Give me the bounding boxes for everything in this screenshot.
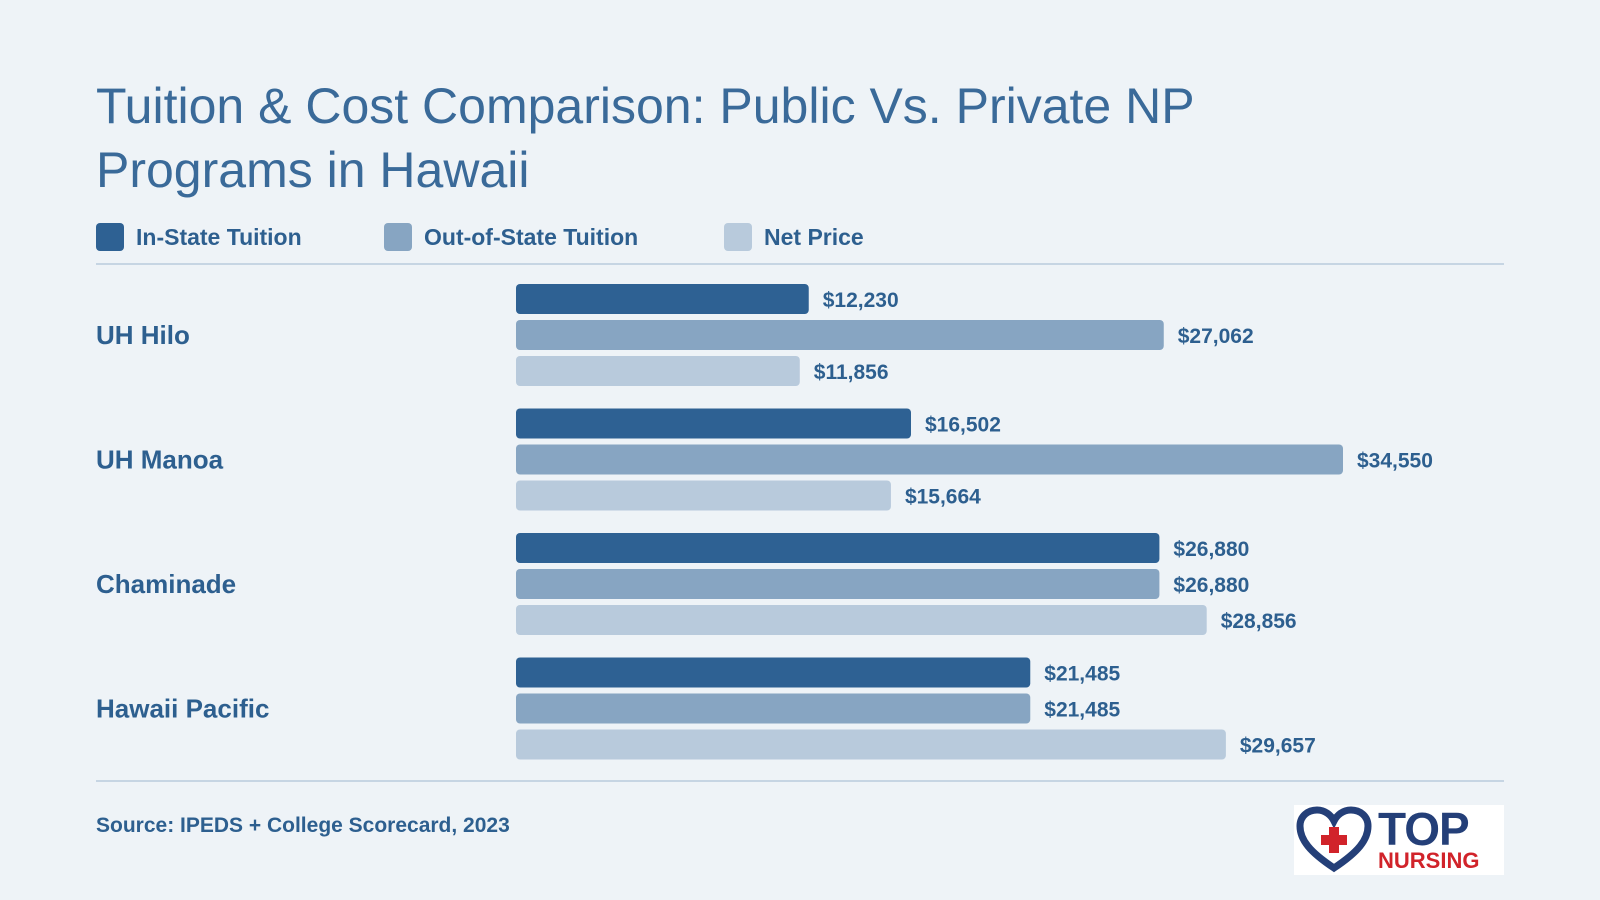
bar-uh-manoa-net-price [516, 480, 891, 511]
category-label-uh-hilo: UH Hilo [96, 320, 190, 350]
data-label-uh-hilo-in-state: $12,230 [823, 289, 899, 312]
data-label-hawaii-pacific-net-price: $29,657 [1240, 735, 1316, 758]
top-nursing-logo: TOP NURSING [1294, 805, 1504, 875]
category-label-chaminade: Chaminade [96, 569, 236, 599]
category-label-hawaii-pacific: Hawaii Pacific [96, 694, 269, 724]
bar-uh-hilo-out-of-state [516, 320, 1164, 350]
legend-item-in-state: In-State Tuition [96, 223, 384, 251]
bar-uh-manoa-out-of-state [516, 444, 1343, 475]
bar-uh-hilo-net-price [516, 356, 800, 386]
bar-uh-hilo-in-state [516, 284, 809, 314]
data-label-uh-hilo-out-of-state: $27,062 [1178, 325, 1254, 348]
bar-chaminade-out-of-state [516, 569, 1160, 599]
logo-word-top: TOP [1378, 803, 1470, 855]
bar-chaminade-in-state [516, 533, 1160, 563]
data-label-hawaii-pacific-in-state: $21,485 [1044, 663, 1120, 686]
legend-item-net-price: Net Price [724, 223, 864, 251]
legend-label-out-of-state: Out-of-State Tuition [424, 223, 639, 250]
data-label-uh-manoa-out-of-state: $34,550 [1357, 450, 1433, 473]
logo-word-nursing: NURSING [1378, 848, 1480, 873]
data-label-hawaii-pacific-out-of-state: $21,485 [1044, 699, 1120, 722]
bar-uh-manoa-in-state [516, 408, 911, 439]
bar-hawaii-pacific-net-price [516, 729, 1226, 760]
data-label-chaminade-in-state: $26,880 [1173, 538, 1249, 561]
data-label-uh-hilo-net-price: $11,856 [814, 361, 889, 384]
top-divider [96, 263, 1504, 265]
heart-cross-icon [1296, 806, 1372, 873]
chart-title: Tuition & Cost Comparison: Public Vs. Pr… [96, 78, 1194, 198]
legend-label-net-price: Net Price [764, 223, 864, 250]
data-label-uh-manoa-net-price: $15,664 [905, 486, 981, 509]
data-label-chaminade-out-of-state: $26,880 [1173, 574, 1249, 597]
legend-swatch-in-state [96, 223, 124, 251]
bar-chaminade-net-price [516, 605, 1207, 635]
bar-hawaii-pacific-in-state [516, 657, 1031, 688]
bar-hawaii-pacific-out-of-state [516, 693, 1031, 724]
logo-wordmark: TOP NURSING [1378, 803, 1480, 873]
legend-swatch-net-price [724, 223, 752, 251]
data-label-uh-manoa-in-state: $16,502 [925, 414, 1001, 437]
bottom-divider [96, 780, 1504, 782]
legend: In-State Tuition Out-of-State Tuition Ne… [96, 222, 864, 252]
category-label-uh-manoa: UH Manoa [96, 445, 224, 475]
source-note: Source: IPEDS + College Scorecard, 2023 [96, 814, 510, 837]
legend-item-out-of-state: Out-of-State Tuition [384, 223, 724, 251]
data-label-chaminade-net-price: $28,856 [1221, 610, 1297, 633]
legend-swatch-out-of-state [384, 223, 412, 251]
legend-label-in-state: In-State Tuition [136, 223, 302, 250]
